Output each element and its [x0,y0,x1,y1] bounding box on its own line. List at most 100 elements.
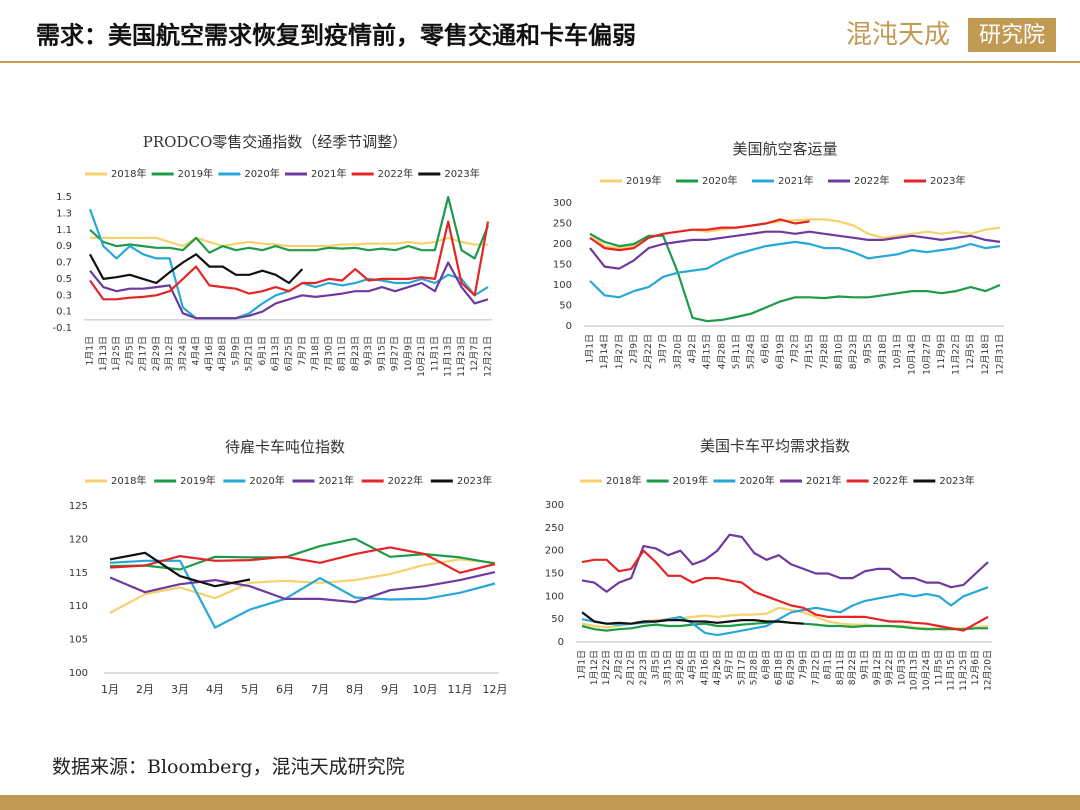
series-line [109,546,496,574]
x-tick-label: 11月 [448,683,473,696]
footer-bar [0,795,1080,810]
y-tick-label: 0 [558,637,564,648]
x-tick-label: 4月26日 [712,650,723,685]
series-line [589,240,1001,299]
y-tick-label: 0.7 [56,258,72,269]
x-tick-label: 1月1日 [577,650,588,679]
x-tick-label: 6月6日 [760,334,771,363]
x-tick-label: 3月15日 [663,650,674,685]
x-tick-label: 4月16日 [700,650,711,685]
series-line [589,230,1001,270]
logo-box-text: 研究院 [979,23,1045,48]
x-tick-label: 4月4日 [191,336,202,365]
x-tick-label: 8月22日 [847,650,858,685]
x-tick-label: 9月5日 [863,334,874,363]
y-tick-label: 110 [69,601,88,612]
series-line [581,549,989,632]
x-tick-label: 3月26日 [675,650,686,685]
x-tick-label: 7月18日 [310,336,321,371]
y-tick-label: 125 [69,501,88,512]
x-tick-label: 12月18日 [980,334,991,375]
x-tick-label: 9月12日 [872,650,883,685]
slide-title: 需求：美国航空需求恢复到疫情前，零售交通和卡车偏弱 [36,21,636,50]
x-tick-label: 4月5日 [687,650,698,679]
x-tick-label: 3月24日 [177,336,188,371]
x-tick-label: 7月22日 [810,650,821,685]
x-tick-label: 9月15日 [376,336,387,371]
y-tick-label: 200 [553,239,572,250]
x-tick-label: 10月14日 [907,334,918,375]
legend-label: 2022年 [854,174,889,187]
x-tick-label: 12月7日 [469,336,480,371]
y-tick-label: 0.3 [56,290,72,301]
legend-label: 2018年 [111,167,146,180]
x-tick-label: 9月22日 [884,650,895,685]
x-tick-label: 8月23日 [350,336,361,371]
x-tick-label: 4月15日 [702,334,713,369]
y-tick-label: 115 [69,568,88,579]
x-tick-label: 10月13日 [909,650,920,691]
legend-label: 2018年 [606,474,641,487]
x-tick-label: 5月7日 [724,650,735,679]
chart-title: PRODCO零售交通指数（经季节调整） [143,133,408,151]
x-tick-label: 8月11日 [835,650,846,685]
y-tick-label: 100 [545,591,564,602]
legend-label: 2019年 [178,167,213,180]
legend-label: 2018年 [111,474,146,487]
x-tick-label: 12月6日 [970,650,981,685]
x-tick-label: 7月9日 [798,650,809,679]
legend-label: 2019年 [626,174,661,187]
x-tick-label: 6月19日 [775,334,786,369]
x-tick-label: 1月1日 [585,334,596,363]
x-tick-label: 2月17日 [138,336,149,371]
y-tick-label: 100 [69,668,88,679]
x-tick-label: 5月21日 [244,336,255,371]
x-tick-label: 1月22日 [601,650,612,685]
y-tick-label: 300 [545,500,564,511]
x-tick-label: 12月31日 [995,334,1006,375]
legend-label: 2020年 [244,167,279,180]
y-tick-label: 105 [69,635,88,646]
series-line [90,236,488,248]
chart-title: 美国卡车平均需求指数 [700,437,850,455]
x-tick-label: 2月2日 [613,650,624,679]
legend-label: 2023年 [930,174,965,187]
x-tick-label: 5月 [241,683,259,696]
x-tick-label: 3月 [171,683,189,696]
x-tick-label: 10月1日 [892,334,903,369]
y-tick-label: 1.5 [56,192,72,203]
x-tick-label: 1月12日 [589,650,600,685]
x-tick-label: 5月9日 [230,336,241,365]
x-tick-label: 10月9日 [403,336,414,371]
legend-label: 2019年 [673,474,708,487]
y-tick-label: 1.3 [56,208,72,219]
logo-box [968,18,1056,52]
x-tick-label: 3月7日 [658,334,669,363]
y-tick-label: 200 [545,546,564,557]
source-note: 数据来源：Bloomberg，混沌天成研究院 [52,756,405,778]
x-tick-label: 12月5日 [965,334,976,369]
x-tick-label: 11月15日 [946,650,957,691]
x-tick-label: 4月16日 [204,336,215,371]
chart-title: 美国航空客运量 [732,140,837,158]
x-tick-label: 11月22日 [951,334,962,375]
x-tick-label: 10月24日 [921,650,932,691]
legend-label: 2023年 [457,474,492,487]
x-tick-label: 9月3日 [363,336,374,365]
legend-label: 2023年 [444,167,479,180]
legend-label: 2020年 [739,474,774,487]
x-tick-label: 4月28日 [217,336,228,371]
x-tick-label: 12月 [483,683,508,696]
series-line [89,261,489,320]
x-tick-label: 7月2日 [790,334,801,363]
x-tick-label: 7月7日 [297,336,308,365]
x-tick-label: 10月3日 [896,650,907,685]
x-tick-label: 2月5日 [124,336,135,365]
x-tick-label: 1月 [101,683,119,696]
x-tick-label: 5月11日 [731,334,742,369]
x-tick-label: 7月15日 [804,334,815,369]
legend-label: 2022年 [378,167,413,180]
series-line [89,253,304,285]
x-tick-label: 3月5日 [650,650,661,679]
